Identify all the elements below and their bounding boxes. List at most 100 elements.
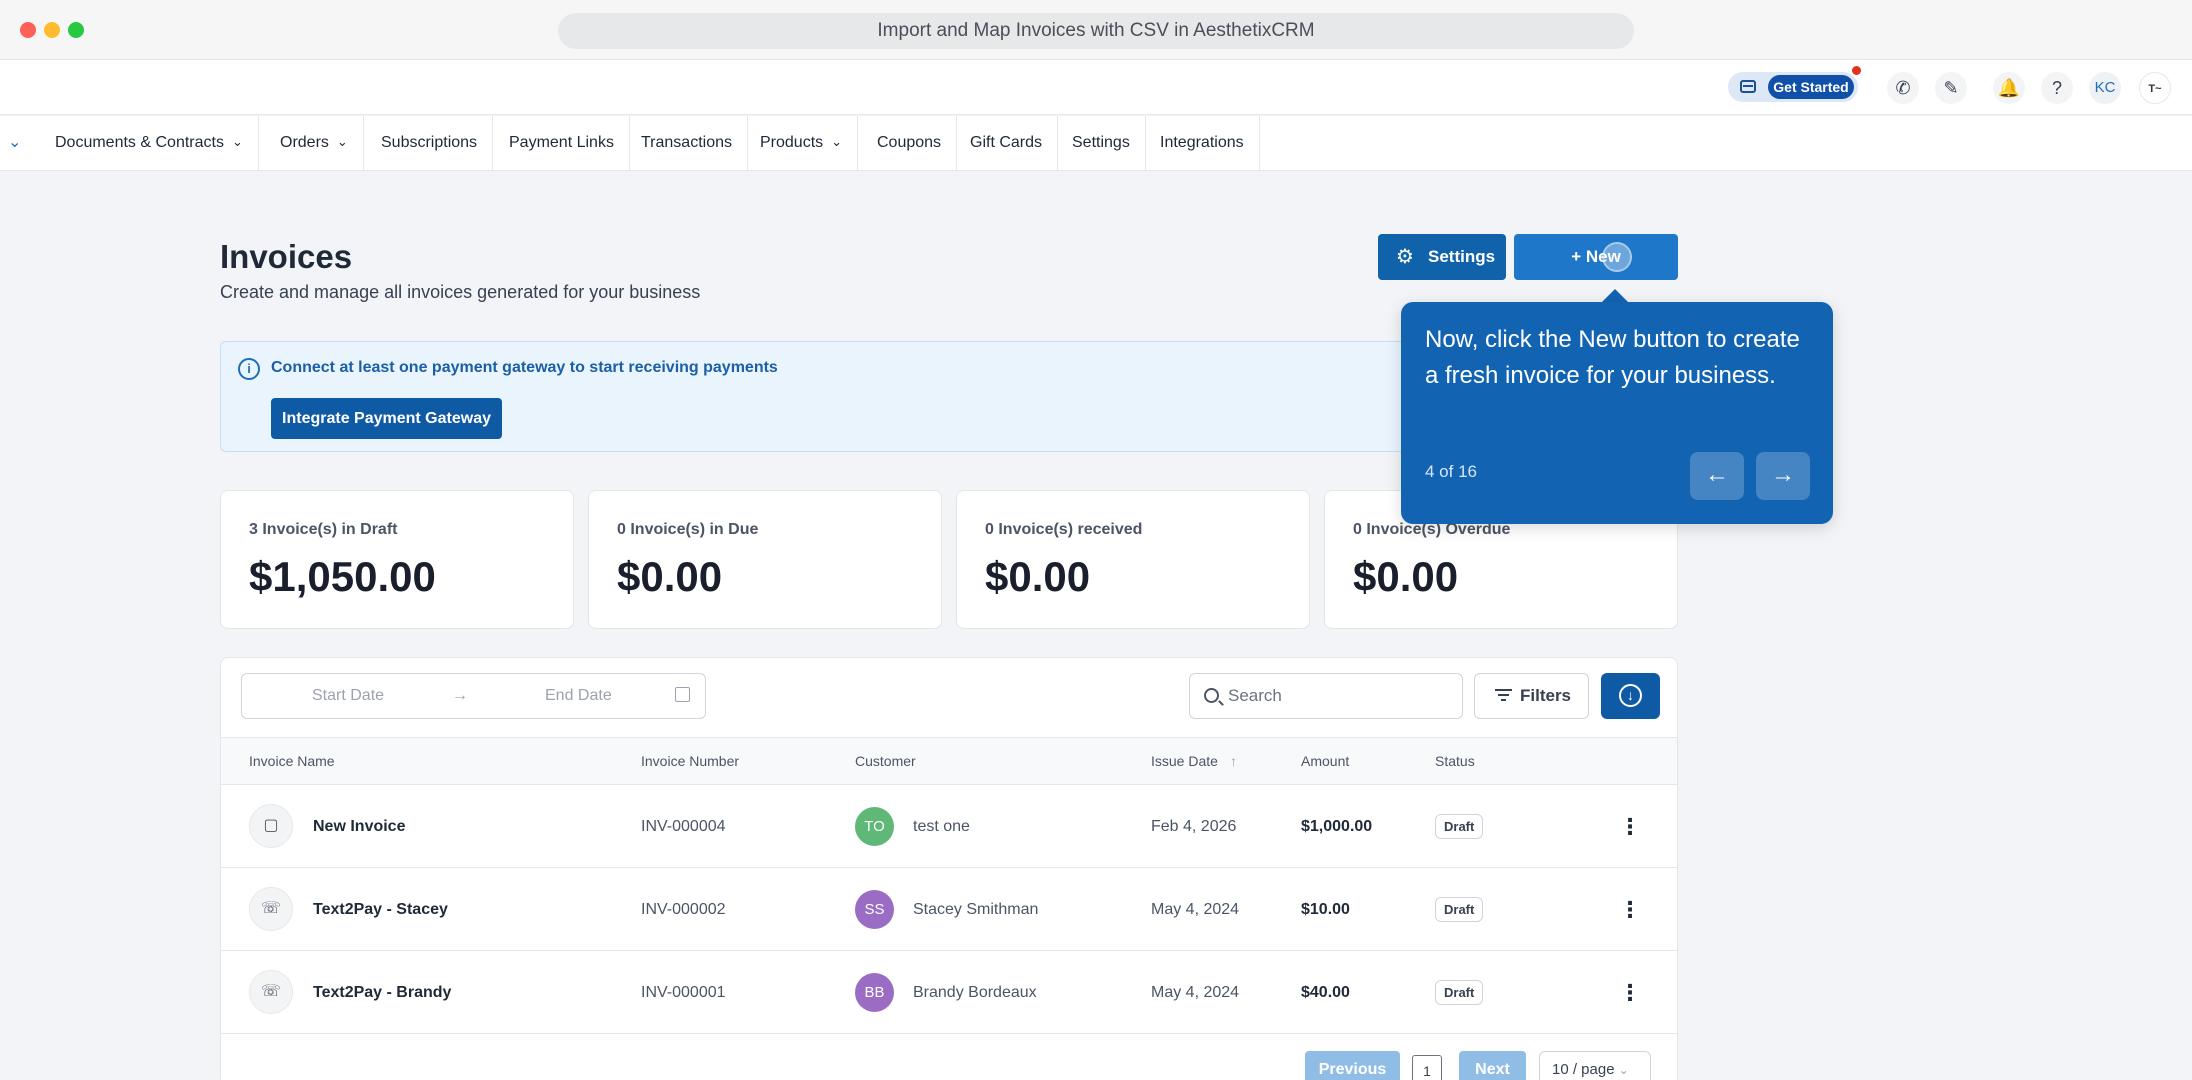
window-titlebar: Import and Map Invoices with CSV in Aest… bbox=[0, 0, 2192, 60]
nav-item-products[interactable]: Products ⌄ bbox=[745, 116, 859, 170]
tour-next-button[interactable]: → bbox=[1756, 452, 1810, 500]
more-options-icon[interactable]: ⋮ bbox=[1619, 814, 1641, 839]
invoice-name[interactable]: New Invoice bbox=[313, 818, 406, 835]
user-avatar[interactable]: KC bbox=[2089, 72, 2121, 104]
integrate-payment-gateway-button[interactable]: Integrate Payment Gateway bbox=[271, 398, 502, 439]
sort-arrow-icon[interactable]: ↑ bbox=[1229, 753, 1237, 769]
page-size-select[interactable]: 10 / page ⌄ bbox=[1539, 1051, 1651, 1080]
arrow-left-icon: ← bbox=[1705, 461, 1729, 488]
settings-button[interactable]: ⚙ Settings bbox=[1378, 234, 1506, 280]
brand-logo[interactable]: T~ bbox=[2139, 72, 2171, 104]
nav-item-gift-cards[interactable]: Gift Cards bbox=[955, 116, 1059, 170]
tour-step-counter: 4 of 16 bbox=[1425, 462, 1477, 481]
get-started-widget[interactable]: Get Started bbox=[1728, 72, 1858, 102]
column-header-issue-date[interactable]: Issue Date ↑ bbox=[1151, 753, 1237, 769]
more-options-icon[interactable]: ⋮ bbox=[1619, 897, 1641, 922]
page-title: Invoices bbox=[220, 238, 353, 275]
chevron-down-icon: ⌄ bbox=[1618, 1063, 1629, 1077]
end-date-input[interactable]: End Date bbox=[545, 687, 612, 704]
chevron-down-icon[interactable]: ⌄ bbox=[8, 134, 22, 151]
nav-item-payment-links[interactable]: Payment Links bbox=[494, 116, 630, 170]
filters-button[interactable]: Filters bbox=[1474, 673, 1589, 719]
nav-item-documents-contracts[interactable]: Documents & Contracts ⌄ bbox=[40, 116, 259, 170]
new-invoice-button[interactable]: + New bbox=[1514, 234, 1678, 280]
close-window-button[interactable] bbox=[20, 22, 36, 38]
invoice-amount: $1,000.00 bbox=[1301, 818, 1373, 835]
customer-name: Stacey Smithman bbox=[913, 901, 1039, 918]
stat-value: $1,050.00 bbox=[249, 553, 436, 600]
document-icon: ▢ bbox=[249, 804, 293, 848]
customer-name: test one bbox=[913, 818, 970, 835]
column-header[interactable]: Customer bbox=[855, 753, 916, 769]
nav-item-coupons[interactable]: Coupons bbox=[862, 116, 958, 170]
table-row[interactable]: ☏ Text2Pay - Brandy INV-000001 BB Brandy… bbox=[221, 951, 1677, 1034]
search-input[interactable]: Search bbox=[1189, 673, 1463, 719]
nav-item-transactions[interactable]: Transactions bbox=[626, 116, 748, 170]
invoice-name[interactable]: Text2Pay - Brandy bbox=[313, 984, 452, 1001]
chevron-down-icon: ⌄ bbox=[336, 134, 348, 149]
stat-value: $0.00 bbox=[1353, 553, 1459, 600]
gear-icon: ⚙ bbox=[1396, 246, 1414, 268]
info-icon: i bbox=[238, 358, 260, 380]
next-page-button[interactable]: Next bbox=[1459, 1051, 1526, 1080]
invoices-table-panel: Start Date → End Date Search Filters ↓ I… bbox=[220, 657, 1678, 1080]
nav-item-subscriptions[interactable]: Subscriptions bbox=[366, 116, 494, 170]
date-range-picker[interactable]: Start Date → End Date bbox=[241, 673, 706, 719]
get-started-button[interactable]: Get Started bbox=[1768, 75, 1854, 99]
table-row[interactable]: ☏ Text2Pay - Stacey INV-000002 SS Stacey… bbox=[221, 868, 1677, 951]
column-header[interactable]: Invoice Number bbox=[641, 753, 740, 769]
start-date-input[interactable]: Start Date bbox=[312, 687, 385, 704]
minimize-window-button[interactable] bbox=[44, 22, 60, 38]
stat-value: $0.00 bbox=[617, 553, 723, 600]
click-indicator bbox=[1602, 242, 1632, 272]
stat-label: 0 Invoice(s) in Due bbox=[617, 521, 759, 538]
status-badge: Draft bbox=[1435, 980, 1484, 1005]
column-header[interactable]: Status bbox=[1435, 753, 1475, 769]
invoice-amount: $10.00 bbox=[1301, 901, 1350, 918]
help-icon[interactable]: ? bbox=[2041, 72, 2073, 104]
customer-avatar: BB bbox=[855, 973, 894, 1012]
stat-card-received: 0 Invoice(s) received $0.00 bbox=[956, 490, 1310, 629]
window-title: Import and Map Invoices with CSV in Aest… bbox=[558, 13, 1634, 49]
status-badge: Draft bbox=[1435, 814, 1484, 839]
tooltip-caret bbox=[1601, 289, 1629, 303]
tour-prev-button[interactable]: ← bbox=[1690, 452, 1744, 500]
maximize-window-button[interactable] bbox=[68, 22, 84, 38]
arrow-right-icon: → bbox=[452, 687, 468, 704]
stat-label: 0 Invoice(s) received bbox=[985, 521, 1143, 538]
invoice-name[interactable]: Text2Pay - Stacey bbox=[313, 901, 448, 918]
page-number-1[interactable]: 1 bbox=[1412, 1055, 1442, 1080]
column-header[interactable]: Invoice Name bbox=[249, 753, 335, 769]
chevron-down-icon: ⌄ bbox=[231, 134, 243, 149]
search-placeholder: Search bbox=[1228, 686, 1282, 705]
table-row[interactable]: ▢ New Invoice INV-000004 TO test one Feb… bbox=[221, 785, 1677, 868]
tour-text: Now, click the New button to create a fr… bbox=[1425, 326, 1800, 389]
stat-label: 3 Invoice(s) in Draft bbox=[249, 521, 398, 538]
column-header[interactable]: Amount bbox=[1301, 753, 1350, 769]
nav-item-integrations[interactable]: Integrations bbox=[1145, 116, 1260, 170]
magic-wand-icon[interactable]: ✎ bbox=[1935, 72, 1967, 104]
issue-date: Feb 4, 2026 bbox=[1151, 818, 1237, 835]
stat-value: $0.00 bbox=[985, 553, 1091, 600]
top-header: Get Started ✆ ✎ 🔔 ? KC T~ bbox=[0, 60, 2192, 115]
stat-card-due: 0 Invoice(s) in Due $0.00 bbox=[588, 490, 942, 629]
phone-icon[interactable]: ✆ bbox=[1887, 72, 1919, 104]
stat-label: 0 Invoice(s) Overdue bbox=[1353, 521, 1511, 538]
text2pay-icon: ☏ bbox=[249, 970, 293, 1014]
page-subtitle: Create and manage all invoices generated… bbox=[220, 282, 701, 302]
nav-item-settings[interactable]: Settings bbox=[1057, 116, 1146, 170]
filter-icon bbox=[1495, 689, 1512, 702]
customer-avatar: SS bbox=[855, 890, 894, 929]
stat-card-draft: 3 Invoice(s) in Draft $1,050.00 bbox=[220, 490, 574, 629]
download-button[interactable]: ↓ bbox=[1601, 673, 1660, 719]
tour-tooltip: Now, click the New button to create a fr… bbox=[1401, 302, 1833, 524]
invoice-number: INV-000001 bbox=[641, 984, 726, 1001]
previous-page-button[interactable]: Previous bbox=[1305, 1051, 1400, 1080]
nav-item-orders[interactable]: Orders ⌄ bbox=[265, 116, 364, 170]
invoice-amount: $40.00 bbox=[1301, 984, 1350, 1001]
more-options-icon[interactable]: ⋮ bbox=[1619, 980, 1641, 1005]
customer-avatar: TO bbox=[855, 807, 894, 846]
download-icon: ↓ bbox=[1619, 684, 1642, 707]
customer-name: Brandy Bordeaux bbox=[913, 984, 1037, 1001]
bell-icon[interactable]: 🔔 bbox=[1993, 72, 2025, 104]
